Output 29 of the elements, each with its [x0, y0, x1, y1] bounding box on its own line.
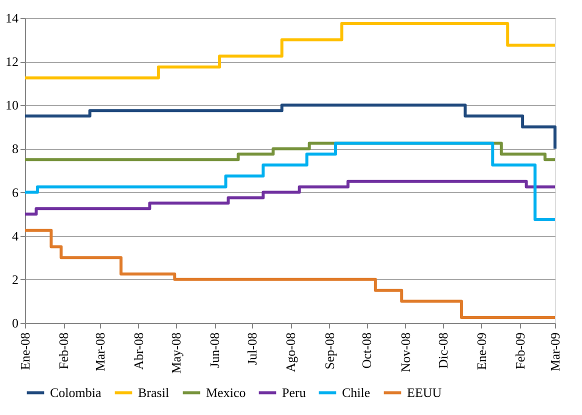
x-tick-label: Oct-08	[359, 332, 374, 369]
x-tick-label: Feb-09	[512, 332, 528, 370]
x-tick-label: Ene-09	[474, 332, 489, 370]
y-tick-label: 4	[12, 228, 19, 244]
x-tick-label: Dic-08	[435, 332, 450, 369]
y-tick-label: 12	[6, 54, 18, 70]
x-tick-label: Feb-08	[56, 332, 72, 370]
x-tick-label: Ago-08	[283, 332, 298, 372]
legend-label: Brasil	[138, 384, 170, 400]
x-tick-label: Nov-08	[398, 332, 413, 372]
y-tick-label: 10	[6, 98, 18, 113]
legend-label: Mexico	[206, 384, 246, 400]
x-tick-label: Abr-08	[130, 332, 146, 370]
y-tick-label: 8	[12, 141, 18, 156]
legend-label: Colombia	[50, 384, 102, 400]
x-tick-label: Ene-08	[18, 332, 32, 370]
x-tick-label: Jul-08	[244, 332, 260, 365]
x-tick-label: Mar-08	[92, 332, 108, 372]
legend-label: EEUU	[407, 384, 442, 400]
x-tick-label: Mar-09	[548, 332, 562, 372]
y-tick-label: 0	[12, 316, 18, 330]
x-tick-label: Jun-08	[207, 332, 222, 368]
x-tick-label: May-08	[168, 332, 184, 374]
y-tick-label: 6	[12, 184, 19, 200]
y-tick-label: 2	[12, 272, 18, 287]
x-tick-label: Sep-08	[322, 332, 337, 370]
legend-label: Chile	[342, 384, 370, 400]
legend-label: Peru	[282, 384, 306, 400]
y-tick-label: 14	[6, 10, 19, 26]
